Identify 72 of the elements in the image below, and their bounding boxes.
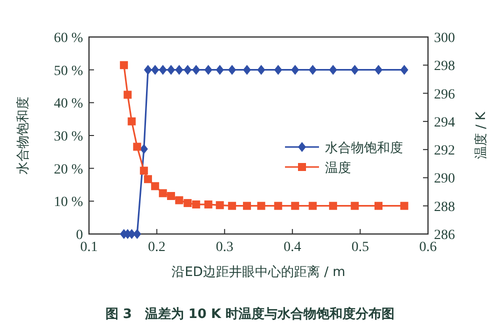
point bbox=[374, 64, 383, 75]
point bbox=[257, 202, 266, 210]
point bbox=[144, 175, 152, 184]
point bbox=[133, 142, 142, 151]
point bbox=[350, 64, 359, 75]
point bbox=[124, 90, 132, 99]
point bbox=[242, 64, 251, 75]
text: 图 3 温差为 10 K 时温度与水合物饱和度分布图 bbox=[105, 306, 395, 322]
x-tick-label: 0.4 bbox=[284, 240, 302, 255]
y-tick-label: 60 % bbox=[54, 31, 84, 46]
point bbox=[192, 200, 200, 208]
point bbox=[120, 61, 128, 70]
point bbox=[184, 199, 192, 208]
point bbox=[151, 64, 160, 75]
y-tick-label: 50 % bbox=[54, 64, 84, 79]
y2-tick-label: 288 bbox=[434, 200, 455, 215]
x-tick-label: 0.1 bbox=[80, 240, 98, 255]
point bbox=[175, 196, 184, 204]
point bbox=[350, 202, 359, 210]
point bbox=[133, 229, 142, 239]
point bbox=[151, 182, 160, 190]
x-tick-label: 0.5 bbox=[351, 240, 369, 255]
point bbox=[158, 64, 167, 75]
point bbox=[204, 200, 212, 208]
point bbox=[329, 202, 338, 210]
point bbox=[167, 192, 176, 200]
point bbox=[400, 202, 408, 210]
y2-tick-label: 294 bbox=[434, 115, 455, 130]
point bbox=[274, 64, 282, 75]
point bbox=[192, 64, 200, 75]
point bbox=[308, 202, 317, 210]
point bbox=[128, 117, 136, 126]
point bbox=[291, 202, 300, 210]
y-tick-label: 0 bbox=[76, 228, 83, 243]
y2-tick-label: 298 bbox=[434, 59, 455, 74]
point bbox=[167, 64, 176, 75]
y2-tick-label: 286 bbox=[434, 228, 455, 243]
y-axis-title: 水合物饱和度 bbox=[15, 96, 31, 174]
y-tick-label: 40 % bbox=[54, 96, 84, 112]
legend-label: 温度 bbox=[325, 160, 351, 176]
point bbox=[291, 64, 300, 75]
x-axis-title: 沿ED边距井眼中心的距离 / m bbox=[172, 264, 346, 280]
point bbox=[242, 202, 251, 210]
point bbox=[308, 64, 317, 75]
point bbox=[374, 202, 383, 210]
y2-tick-label: 290 bbox=[434, 172, 455, 187]
point bbox=[140, 166, 148, 175]
y2-tick-label: 300 bbox=[434, 31, 455, 46]
point bbox=[216, 201, 224, 210]
x-tick-label: 0.2 bbox=[148, 240, 166, 255]
point bbox=[228, 202, 236, 210]
point bbox=[216, 64, 224, 75]
point bbox=[274, 202, 282, 210]
point bbox=[228, 64, 236, 75]
point bbox=[175, 64, 184, 75]
point bbox=[400, 64, 408, 75]
point bbox=[140, 144, 148, 154]
x-tick-label: 0.3 bbox=[216, 240, 234, 255]
point bbox=[158, 189, 167, 198]
y-tick-label: 30 % bbox=[54, 130, 84, 144]
point bbox=[257, 64, 266, 75]
y-tick-label: 20 % bbox=[54, 162, 84, 178]
x-tick-label: 0.6 bbox=[419, 240, 437, 255]
y2-tick-label: 292 bbox=[434, 144, 455, 159]
y-tick-label: 10 % bbox=[54, 195, 84, 210]
point bbox=[329, 64, 338, 75]
point bbox=[204, 64, 212, 75]
point bbox=[144, 64, 152, 75]
legend-label: 水合物饱和度 bbox=[325, 140, 403, 156]
point bbox=[184, 64, 192, 75]
y2-tick-label: 296 bbox=[434, 87, 455, 102]
y2-axis-title: 温度 / K bbox=[473, 111, 489, 160]
